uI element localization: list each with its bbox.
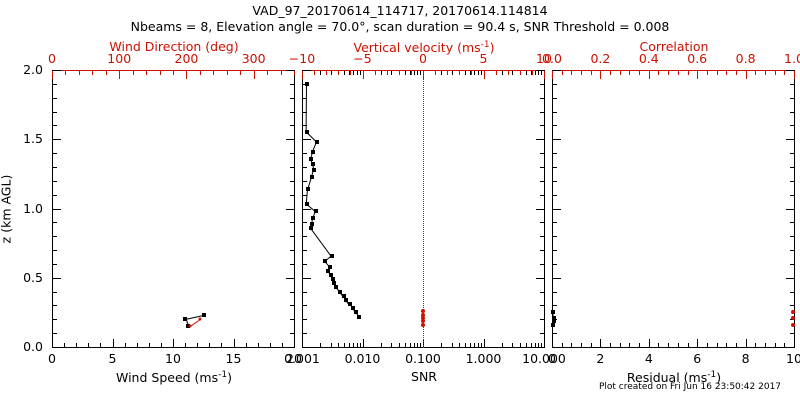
snr-point bbox=[332, 281, 337, 286]
panel3-top-tick: 0.8 bbox=[735, 51, 756, 66]
zero-velocity-reference-line bbox=[423, 70, 424, 348]
snr-line bbox=[310, 227, 332, 257]
y-axis-label: z (km AGL) bbox=[0, 174, 14, 244]
snr-point bbox=[344, 297, 349, 302]
vertical-velocity-point bbox=[421, 308, 426, 313]
snr-point bbox=[329, 253, 334, 258]
panel3-top-tick: 0.2 bbox=[590, 51, 611, 66]
panel1-top-tick: 100 bbox=[107, 51, 132, 66]
residual-point bbox=[552, 315, 557, 320]
correlation-point bbox=[790, 322, 795, 327]
y-tick-label: 1.5 bbox=[23, 131, 43, 147]
snr-point bbox=[310, 174, 315, 179]
plot-timestamp: Plot created on Fri Jun 16 23:50:42 2017 bbox=[598, 382, 782, 392]
panel3-top-tick: 1.0 bbox=[784, 51, 800, 66]
panel2-x-axis-label: SNR bbox=[411, 369, 437, 384]
panel3-bottom-tick: 6 bbox=[693, 351, 702, 366]
panel3-top-axis-label: Correlation bbox=[639, 39, 709, 54]
wind-direction-point bbox=[188, 324, 192, 328]
panel3-top-tick: 0.6 bbox=[687, 51, 708, 66]
snr-point bbox=[305, 202, 310, 207]
panel1-top-tick: 300 bbox=[241, 51, 266, 66]
snr-point bbox=[330, 277, 335, 282]
snr-point bbox=[308, 156, 313, 161]
snr-point bbox=[341, 293, 346, 298]
panel1-top-tick: 0 bbox=[48, 51, 56, 66]
wind-speed-point bbox=[185, 324, 190, 329]
panel2-top-tick: 5 bbox=[479, 51, 488, 66]
snr-line bbox=[305, 83, 308, 133]
vertical-velocity-point bbox=[421, 322, 426, 327]
figure-subtitle: Nbeams = 8, Elevation angle = 70.0°, sca… bbox=[130, 19, 670, 34]
panel2-top-tick: −5 bbox=[353, 51, 372, 66]
panel3-bottom-tick: 0 bbox=[548, 351, 556, 366]
panel3-bottom-tick: 8 bbox=[741, 351, 750, 366]
figure-title: VAD_97_20170614_114717, 20170614.114814 bbox=[252, 3, 548, 18]
panel2-top-tick: 10 bbox=[536, 51, 552, 66]
y-tick-label: 2.0 bbox=[23, 62, 43, 77]
snr-point bbox=[353, 310, 358, 315]
residual-panel bbox=[551, 70, 795, 348]
snr-point bbox=[334, 285, 339, 290]
residual-point bbox=[551, 310, 556, 315]
snr-point bbox=[313, 209, 318, 214]
panel1-bottom-tick: 5 bbox=[108, 351, 117, 366]
panel2-bottom-tick: 0.100 bbox=[405, 351, 441, 366]
panel3-bottom-tick: 2 bbox=[596, 351, 605, 366]
snr-point bbox=[327, 264, 332, 269]
panel1-bottom-tick: 15 bbox=[225, 351, 242, 366]
panel2-top-axis-label: Vertical velocity (ms-1) bbox=[353, 40, 495, 56]
correlation-point bbox=[791, 315, 795, 320]
snr-point bbox=[305, 81, 310, 86]
wind-speed-point bbox=[202, 313, 207, 318]
panel2-bottom-tick: 10.000 bbox=[522, 351, 566, 366]
y-tick-label: 0.0 bbox=[23, 339, 43, 354]
snr-point bbox=[323, 259, 327, 264]
snr-point bbox=[351, 306, 356, 311]
panel1-x-axis-label: Wind Speed (ms-1) bbox=[116, 370, 232, 386]
panel3-top-tick: 0.4 bbox=[638, 51, 659, 66]
panel1-top-tick: 200 bbox=[174, 51, 199, 66]
snr-point bbox=[312, 167, 317, 172]
snr-point bbox=[306, 187, 311, 192]
panel2-top-tick: 0 bbox=[419, 51, 427, 66]
panel1-bottom-tick: 20 bbox=[286, 351, 302, 366]
panel2-top-tick: −10 bbox=[288, 51, 316, 66]
panel1-bottom-tick: 0 bbox=[48, 351, 56, 366]
y-tick-label: 1.0 bbox=[23, 200, 43, 216]
wind-direction-point bbox=[198, 317, 202, 321]
snr-point bbox=[311, 216, 315, 221]
residual-point bbox=[551, 322, 556, 327]
snr-point bbox=[304, 130, 309, 135]
snr-point bbox=[338, 289, 343, 294]
panel3-top-tick: 0.0 bbox=[542, 51, 562, 66]
vertical-velocity-point bbox=[421, 315, 426, 320]
panel1-top-axis-label: Wind Direction (deg) bbox=[109, 39, 239, 54]
snr-point bbox=[310, 221, 315, 226]
correlation-point bbox=[790, 310, 795, 315]
snr-point bbox=[325, 268, 330, 273]
panel3-bottom-tick: 4 bbox=[644, 351, 653, 366]
panel3-bottom-tick: 10 bbox=[786, 351, 800, 366]
snr-point bbox=[310, 149, 315, 154]
vertical-velocity-point bbox=[420, 318, 425, 323]
y-tick-label: 0.5 bbox=[23, 269, 43, 285]
vertical-velocity-point bbox=[420, 313, 425, 318]
panel1-bottom-tick: 10 bbox=[165, 351, 181, 366]
snr-point bbox=[347, 302, 352, 307]
wind-speed-panel bbox=[52, 70, 295, 348]
snr-point bbox=[314, 140, 319, 145]
panel3-x-axis-label: Residual (ms-1) bbox=[626, 370, 722, 386]
snr-point bbox=[328, 272, 333, 277]
panel2-bottom-tick: 1.000 bbox=[465, 351, 502, 366]
panel2-bottom-tick: 0.010 bbox=[344, 351, 381, 366]
snr-point bbox=[309, 225, 314, 230]
snr-point bbox=[357, 314, 362, 319]
panel2-bottom-tick: 0.001 bbox=[284, 351, 320, 366]
snr-panel bbox=[302, 70, 545, 348]
wind-speed-point bbox=[183, 317, 188, 322]
snr-point bbox=[311, 162, 315, 167]
residual-point bbox=[551, 318, 556, 323]
